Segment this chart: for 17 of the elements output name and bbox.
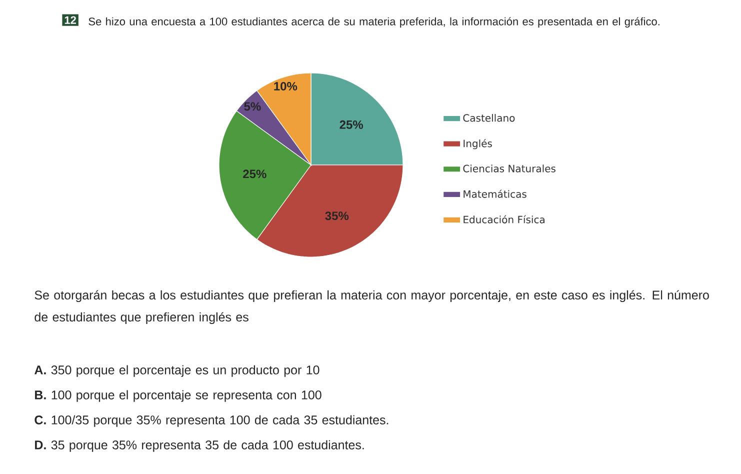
data-label: 25%: [243, 170, 266, 178]
data-label: 35%: [325, 212, 349, 220]
chart-title: Se hizo una encuesta a 100 estudiantes acerca de su materia preferida, la información es presentada en el gráfico.: [88, 17, 660, 28]
data-label: 10%: [274, 82, 298, 90]
text: A. 350 porque el porcentaje es un producto por 10: [34, 365, 320, 377]
legend-label: Ciencias Naturales: [463, 164, 556, 172]
text: Se otorgarán becas a los estudiantes que prefieran la materia con mayor porcentaje, en este caso es inglés. El número de estudiantes que prefieren inglés es: [34, 290, 709, 324]
legend-label: Inglés: [464, 139, 492, 150]
text: B. 100 porque el porcentaje se representa con 100: [35, 390, 322, 402]
text: D. 35 porque 35% representa 35 de cada 100 estudiantes.: [35, 440, 364, 452]
text: C. 100/35 porque 35% representa 100 de cada 35 estudiantes.: [34, 415, 388, 427]
legend-label: Castellano: [463, 114, 515, 122]
legend-label: Educación Física: [464, 215, 544, 224]
legend-label: Matemáticas: [464, 190, 526, 198]
text: 12: [64, 16, 76, 24]
data-label: 25%: [340, 120, 364, 129]
data-label: 5%: [244, 102, 261, 111]
